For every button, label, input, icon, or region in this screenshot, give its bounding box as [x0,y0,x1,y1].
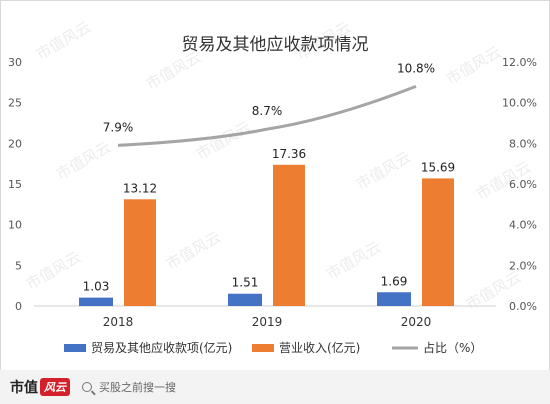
search-box[interactable]: 买股之前搜一搜 [82,379,176,395]
watermark-text: 市值风云 [193,118,254,164]
legend-label: 贸易及其他应收款项(亿元) [91,340,232,355]
receivables-bar [377,292,411,306]
revenue-bar [124,199,156,306]
ratio-value-label: 8.7% [252,104,283,118]
bar-value-label: 13.12 [123,181,157,195]
search-placeholder: 买股之前搜一搜 [99,381,176,394]
left-tick-label: 30 [8,56,22,69]
bar-value-label: 17.36 [272,147,306,161]
logo-badge: 风云 [40,378,70,396]
category-label: 2019 [252,315,283,329]
watermark-text: 市值风云 [163,228,224,274]
bar-value-label: 1.51 [232,276,259,290]
ratio-line [117,85,417,147]
watermark-text: 市值风云 [23,248,84,294]
left-tick-label: 5 [15,259,22,272]
legend-label: 营业收入(亿元) [279,340,360,355]
left-tick-label: 20 [8,137,22,150]
revenue-bar [422,178,454,306]
legend-item: 贸易及其他应收款项(亿元) [64,340,232,355]
right-tick-label: 4.0% [509,219,537,232]
watermark-text: 市值风云 [33,18,94,64]
legend-item: 占比（%） [392,340,482,355]
bar-value-label: 1.69 [381,274,408,288]
right-tick-label: 8.0% [509,137,537,150]
brand-logo[interactable]: 市值 风云 [10,377,70,397]
legend-swatch [64,344,86,352]
watermark-text: 市值风云 [353,148,414,194]
watermark-text: 市值风云 [323,238,384,284]
left-tick-label: 25 [8,97,22,110]
line-series: 7.9% 8.7% 10.8% [103,61,435,147]
left-tick-label: 0 [15,300,22,313]
chart-title: 贸易及其他应收款项情况 [182,35,369,55]
x-axis: 2018 2019 2020 [103,315,432,329]
ratio-value-label: 10.8% [397,61,435,75]
right-axis: 0.0% 2.0% 4.0% 6.0% 8.0% 10.0% 12.0% [502,56,537,313]
right-tick-label: 6.0% [509,178,537,191]
logo-text: 市值 [10,380,38,396]
right-tick-label: 10.0% [502,97,537,110]
revenue-bar [273,164,305,306]
right-tick-label: 0.0% [509,300,537,313]
receivables-bar [228,293,262,306]
search-icon [82,382,92,392]
legend-label: 占比（%） [423,340,482,355]
footer-bar: 市值 风云 买股之前搜一搜 [0,370,550,404]
watermark-text: 市值风云 [443,43,504,89]
watermark-text: 市值风云 [53,138,114,184]
left-tick-label: 15 [8,178,22,191]
legend-item: 营业收入(亿元) [252,340,360,355]
category-label: 2018 [103,315,134,329]
left-axis: 0 5 10 15 20 25 30 [8,56,22,313]
legend: 贸易及其他应收款项(亿元) 营业收入(亿元) 占比（%） [64,340,482,355]
legend-swatch [252,344,274,352]
bar-value-label: 1.03 [83,280,110,294]
bars: 1.03 1.51 1.69 13.12 17.36 15.69 [79,147,455,306]
right-tick-label: 2.0% [509,259,537,272]
receivables-bar [79,297,113,306]
bar-value-label: 15.69 [421,160,455,174]
left-tick-label: 10 [8,219,22,232]
category-label: 2020 [401,315,432,329]
ratio-value-label: 7.9% [103,120,134,134]
right-tick-label: 12.0% [502,56,537,69]
